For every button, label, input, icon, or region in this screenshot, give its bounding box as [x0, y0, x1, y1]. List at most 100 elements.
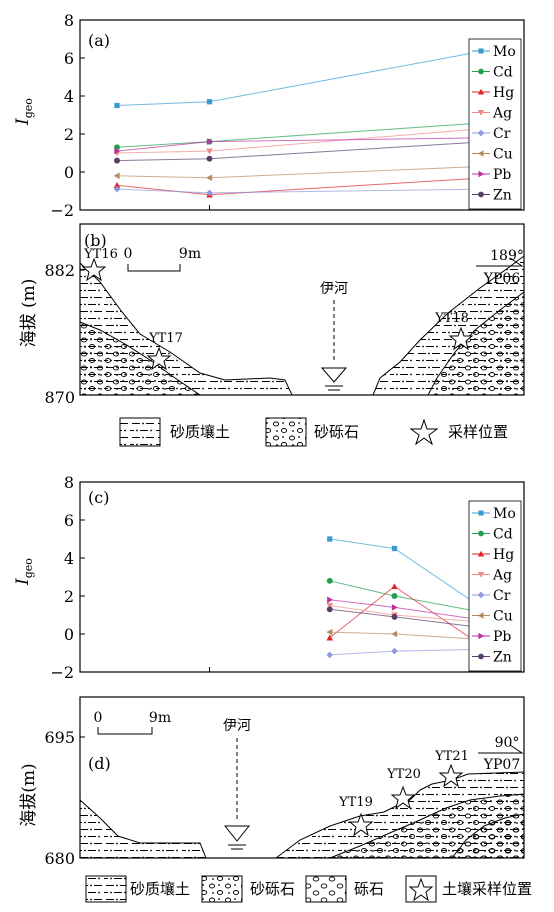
panel-c-series [326, 536, 491, 659]
panel-c-chart: (c) Igeo −2 0 2 4 6 8 Mo Cd Hg Ag Cr Cu Pb Zn [13, 473, 525, 682]
panel-c-legend-marker-ag [477, 571, 485, 578]
panel-b-scale-bar [127, 264, 181, 272]
panel-a-legend-label-mo: Mo [493, 44, 516, 60]
panel-b-section: 海拔 (m) 882 870 (b) 0 9m 189° YP06 伊河 YT1… [19, 223, 525, 407]
panel-a-point-cr [113, 185, 121, 193]
sample-star-yt17 [146, 346, 172, 371]
panel-c-legend-marker-zn [478, 653, 484, 660]
legend-b-sandy-gravel-label: 砂砾石 [314, 423, 359, 441]
panel-c-legend-label-zn: Zn [493, 650, 512, 666]
legend-d-loam-swatch [85, 875, 127, 903]
panel-c-legend-label-pb: Pb [493, 629, 511, 645]
panel-a-legend-marker-cu [477, 150, 484, 157]
panel-b-river-label: 伊河 [320, 281, 348, 297]
panel-d-ytick-680: 680 [44, 849, 75, 868]
panel-c-legend-label-ag: Ag [492, 568, 512, 584]
panel-c-series-line-pb [329, 599, 488, 622]
sample-label-yt21: YT21 [434, 749, 469, 764]
sample-star-yt16 [81, 257, 107, 282]
panel-c-point-ag [326, 602, 334, 609]
panel-c-series-line-hg [329, 585, 488, 650]
panel-a-point-cu [206, 174, 213, 181]
panel-c-legend-marker-mo [478, 510, 484, 516]
panel-b-ytick-882: 882 [44, 261, 75, 280]
panel-a-legend-label-cu: Cu [493, 147, 513, 163]
legend-d: 砂质壤土 砂砾石 砾石 土壤采样位置 [85, 875, 532, 903]
panel-c-point-cu [391, 630, 398, 638]
left-bank-loam-d [79, 798, 207, 859]
panel-c-point-mo [391, 545, 398, 552]
panel-c-point-cr [391, 647, 398, 655]
panel-a-ytick-label: 0 [64, 163, 74, 182]
panel-d-section: 海拔(m) 695 680 0 9m (d) 90° YP07 伊河 YT19 … [19, 696, 525, 868]
panel-c-ytick-label: −2 [50, 663, 74, 682]
panel-c-point-hg [391, 583, 398, 590]
panel-c-ylabel-main: I [13, 578, 33, 586]
panel-c-point-cu [326, 628, 333, 636]
panel-a-point-zn [114, 157, 120, 164]
panel-c-legend-marker-cd [478, 530, 484, 537]
panel-a-series-line-cr [116, 188, 488, 194]
panel-c-ticks: −2 0 2 4 6 8 [50, 473, 488, 682]
legend-b: 砂质壤土 砂砾石 采样位置 [119, 417, 508, 447]
panel-a-ytick-label: 8 [64, 11, 74, 30]
panel-c-ytick-label: 6 [64, 511, 74, 530]
panel-a-legend-marker-zn [478, 191, 484, 198]
legend-d-sandy-gravel-swatch [201, 875, 243, 903]
panel-c-ytick-label: 8 [64, 473, 74, 492]
legend-d-sandy-gravel-label: 砂砾石 [250, 880, 295, 898]
panel-c-ylabel: Igeo [13, 558, 35, 586]
legend-b-loam-label: 砂质壤土 [170, 423, 230, 441]
panel-c-ytick-label: 2 [64, 587, 74, 606]
panel-c-series-line-cr [329, 648, 488, 656]
panel-c-point-pb [391, 604, 398, 611]
panel-c-point-cd [391, 593, 398, 599]
panel-c-legend-marker-pb [478, 632, 485, 640]
panel-b-label: (b) [84, 231, 107, 250]
panel-a-ytick-label: 6 [64, 49, 74, 68]
panel-c-point-zn [391, 613, 398, 620]
panel-c-ylabel-sub: geo [22, 558, 35, 579]
sample-label-yt19: YT19 [338, 795, 373, 810]
panel-c-legend-label-cu: Cu [493, 609, 513, 625]
panel-a-legend-marker-cd [478, 68, 484, 75]
sample-star-yt20 [390, 785, 416, 810]
panel-a-point-hg [113, 182, 121, 188]
panel-b-water-symbol [320, 367, 348, 391]
panel-a-ytick-label: 4 [64, 87, 74, 106]
sample-label-yt20: YT20 [386, 767, 421, 782]
panel-a-ylabel-sub: geo [22, 98, 35, 119]
legend-d-gravel-label: 砾石 [354, 880, 384, 898]
panel-a-point-cu [113, 172, 120, 180]
sample-star-yt19 [348, 812, 374, 837]
panel-d-water-symbol [223, 825, 251, 850]
panel-c-legend-marker-hg [477, 550, 485, 557]
panel-d-orientation-arrow [478, 744, 524, 754]
panel-a-legend-label-cr: Cr [493, 126, 511, 142]
sample-star-yt18 [448, 326, 474, 351]
panel-a-legend-label-pb: Pb [493, 167, 511, 183]
panel-a-legend-box [468, 38, 522, 210]
panel-b-orientation-angle: 189° [490, 248, 524, 264]
panel-c-series-line-ag [329, 605, 488, 624]
panel-d-scale-bar [97, 727, 153, 735]
sample-star-yt21 [438, 763, 464, 788]
panel-c-ytick-label: 4 [64, 549, 74, 568]
panel-c-point-cd [326, 577, 333, 584]
panel-a-ylabel: Igeo [13, 98, 35, 126]
panel-b-frame [79, 223, 525, 396]
panel-a-series-line-zn [116, 141, 488, 162]
legend-d-sampling-label: 土壤采样位置 [442, 880, 532, 898]
panel-d-ylabel: 海拔(m) [19, 763, 39, 826]
panel-a-series-line-cu [116, 165, 488, 179]
panel-c-point-pb [327, 596, 334, 604]
panel-a-legend-label-cd: Cd [493, 65, 513, 81]
panel-c-legend-box [468, 500, 522, 672]
panel-c-legend-marker-cr [477, 591, 485, 599]
panel-c-legend-marker-cu [477, 612, 484, 619]
panel-d-river-label: 伊河 [223, 718, 251, 734]
panel-b-orientation-arrow [476, 257, 524, 267]
panel-a-point-mo [206, 99, 213, 105]
legend-b-sandy-gravel-swatch [265, 417, 307, 447]
